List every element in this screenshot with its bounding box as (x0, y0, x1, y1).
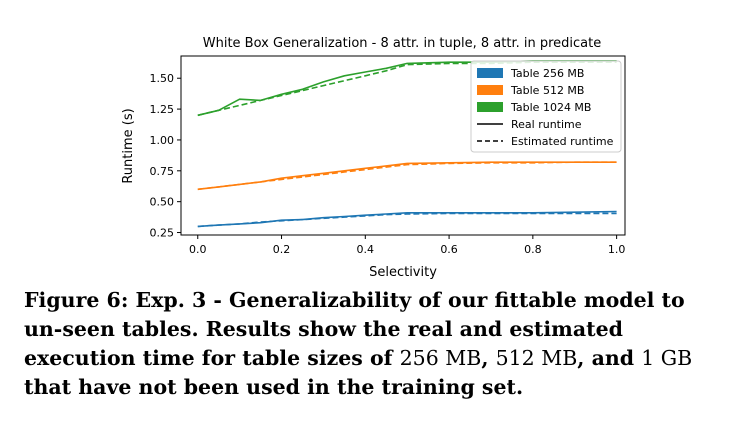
legend-swatch (477, 102, 503, 112)
x-tick-label: 0.0 (189, 243, 207, 256)
chart-title: White Box Generalization - 8 attr. in tu… (203, 36, 602, 51)
legend-label: Estimated runtime (511, 135, 614, 148)
table-256-mb-estimated-line (197, 212, 617, 228)
caption-text-3: , and (577, 346, 642, 370)
caption-text-4: that have not been used in the training … (24, 375, 524, 399)
legend-label: Table 1024 MB (510, 101, 591, 114)
figure-caption: Figure 6: Exp. 3 - Generalizability of o… (24, 286, 714, 402)
y-tick-label: 1.00 (150, 134, 175, 147)
legend-swatch (477, 85, 503, 95)
caption-size-1gb: 1 GB (641, 346, 693, 370)
y-tick-label: 0.50 (150, 196, 175, 209)
y-axis-label: Runtime (s) (121, 108, 136, 183)
x-axis-label: Selectivity (369, 265, 437, 280)
x-axis-ticks: 0.0 0.2 0.4 0.6 0.8 1.0 (189, 235, 625, 256)
y-tick-label: 1.25 (150, 103, 175, 116)
x-tick-label: 0.4 (357, 243, 375, 256)
legend-label: Table 256 MB (510, 67, 584, 80)
legend-label: Real runtime (511, 118, 582, 131)
table-512-mb-real-line (197, 161, 617, 191)
y-tick-label: 0.75 (150, 165, 175, 178)
legend: Table 256 MB Table 512 MB Table 1024 MB Rea… (470, 60, 622, 153)
caption-text-2: , (481, 346, 496, 370)
legend-swatch (477, 68, 503, 78)
x-tick-label: 1.0 (608, 243, 626, 256)
y-axis-ticks: 0.25 0.50 0.75 1.00 1.25 1.50 (150, 72, 181, 240)
legend-label: Table 512 MB (510, 84, 584, 97)
table-512-mb-estimated-line (197, 161, 617, 191)
y-tick-label: 1.50 (150, 72, 175, 85)
plot-frame (180, 55, 626, 236)
y-tick-label: 0.25 (150, 227, 175, 240)
caption-size-256: 256 MB (399, 346, 482, 370)
caption-text-1: Figure 6: Exp. 3 - Generalizability of o… (24, 288, 685, 370)
x-tick-label: 0.2 (273, 243, 291, 256)
x-tick-label: 0.6 (440, 243, 458, 256)
caption-size-512: 512 MB (495, 346, 578, 370)
runtime-line-chart: White Box Generalization - 8 attr. in tu… (121, 36, 626, 280)
x-tick-label: 0.8 (524, 243, 542, 256)
legend-box (470, 60, 622, 153)
